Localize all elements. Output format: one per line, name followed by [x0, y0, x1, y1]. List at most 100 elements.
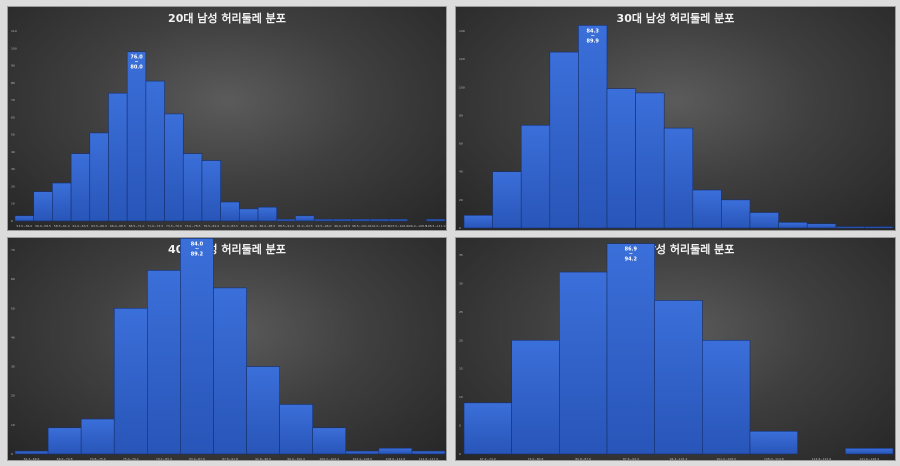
y-tick-label: 20: [11, 184, 15, 188]
y-tick-label: 20: [459, 338, 463, 342]
x-tick-label: 103.5~106.0: [388, 224, 408, 228]
x-tick-label: 98.5~101.0: [352, 224, 370, 228]
histogram: 0 10 20 30 40 50 60 70 62.4~66.6 66.6~70.8 70.8~75…: [11, 238, 446, 461]
x-tick-label: 66.6~70.8: [57, 457, 73, 461]
bar: [511, 339, 560, 455]
y-tick-label: 110: [11, 29, 17, 33]
bar: [778, 222, 808, 229]
bar: [426, 218, 446, 222]
bar: [635, 92, 665, 229]
chart-title: 20대 남성 허리둘레 분포: [168, 12, 286, 25]
x-tick-label: 93.0~98.5: [613, 231, 629, 232]
bar: [520, 124, 551, 229]
x-tick-label: 112.8~117.0: [419, 457, 439, 461]
x-tick-label: 109.5~115.0: [697, 231, 717, 232]
y-tick-label: 25: [459, 310, 463, 314]
chart-title: 30대 남성 허리둘레 분포: [616, 12, 735, 25]
x-tick-label: 83.4~87.6: [189, 457, 205, 461]
x-tick-label: 121.6~128.4: [859, 457, 879, 461]
x-tick-label: 76.0~78.5: [185, 224, 201, 228]
x-tick-label: 101.0~103.5: [370, 224, 390, 228]
peak-label-top: 84.3: [587, 28, 600, 34]
bar: [89, 132, 109, 222]
bar: [276, 218, 296, 222]
bar: [14, 215, 34, 222]
x-tick-label: 91.8~96.0: [255, 457, 271, 461]
bar: [145, 80, 165, 222]
y-tick-label: 80: [459, 113, 463, 117]
chart-panel-50s: 50대 남성 허리둘레 분포 0 5 10 15 20 25 30 35 67.2~74.0 74…: [455, 237, 896, 461]
bar: [692, 189, 722, 229]
bar: [351, 218, 371, 222]
bar: [388, 218, 408, 222]
histogram: 0 10 20 30 40 50 60 70 80 90 100 110 53.5~56.0 56.0~5…: [11, 29, 446, 228]
x-tick-label: 108.6~112.8: [386, 457, 406, 461]
y-tick-label: 0: [11, 219, 13, 223]
peak-label-mid: ~: [134, 60, 138, 66]
y-tick-label: 20: [459, 198, 463, 202]
bar: [279, 404, 313, 455]
x-tick-label: 131.5~137.0: [812, 231, 832, 232]
x-tick-label: 74.0~80.8: [528, 457, 544, 461]
bar: [239, 208, 259, 222]
x-tick-label: 108.5~111.0: [426, 224, 446, 228]
y-tick-label: 50: [11, 306, 15, 310]
bar: [47, 427, 82, 455]
bar: [606, 243, 655, 455]
bar: [806, 223, 837, 229]
x-tick-label: 53.5~56.0: [16, 224, 32, 228]
bar: [213, 287, 247, 455]
y-tick-label: 40: [459, 170, 463, 174]
x-tick-label: 79.2~83.4: [156, 457, 172, 461]
bar: [345, 450, 380, 455]
x-tick-label: 88.5~91.0: [278, 224, 294, 228]
chart-panel-30s: 30대 남성 허리둘레 분포 0 20 40 60 80 100 120 140 65.5~71…: [455, 6, 896, 232]
peak-label-bottom: 94.2: [625, 257, 638, 263]
bar: [80, 418, 115, 455]
bar: [201, 160, 221, 222]
bar: [70, 153, 91, 222]
peak-label-top: 76.0: [130, 55, 143, 61]
bar: [33, 191, 53, 222]
y-tick-label: 60: [459, 142, 463, 146]
bar: [220, 201, 240, 222]
x-tick-label: 86.0~88.5: [259, 224, 275, 228]
peak-label-mid: ~: [629, 252, 633, 258]
peak-label-top: 86.9: [625, 247, 638, 253]
x-tick-label: 114.8~121.6: [812, 457, 832, 461]
x-tick-label: 71.0~76.5: [499, 231, 515, 232]
bar: [411, 450, 446, 455]
x-tick-label: 106.0~108.5: [407, 224, 427, 228]
x-tick-label: 96.0~100.2: [287, 457, 305, 461]
x-tick-label: 96.0~98.5: [334, 224, 350, 228]
x-tick-label: 108.0~114.8: [764, 457, 784, 461]
x-tick-label: 81.0~83.5: [222, 224, 238, 228]
x-tick-label: 115.0~120.5: [726, 231, 746, 232]
x-tick-label: 58.5~61.0: [54, 224, 70, 228]
y-tick-label: 60: [11, 115, 15, 119]
chart-panel-20s: 20대 남성 허리둘레 분포 0 10 20 30 40 50 60 70 80 90 100 110…: [7, 6, 447, 231]
x-tick-label: 65.5~71.0: [470, 231, 486, 232]
y-tick-label: 20: [11, 394, 15, 398]
x-tick-label: 70.8~75.0: [90, 457, 106, 461]
bar: [313, 218, 334, 222]
bar: [835, 226, 865, 229]
bar: [182, 153, 203, 222]
x-tick-label: 83.5~86.0: [241, 224, 257, 228]
bar: [180, 238, 214, 455]
bar: [369, 218, 390, 222]
peak-label-bottom: 89.9: [587, 38, 600, 44]
bar: [606, 88, 636, 229]
bar: [578, 25, 608, 229]
y-tick-label: 0: [459, 452, 461, 456]
x-tick-label: 61.0~63.5: [72, 224, 88, 228]
y-tick-label: 30: [11, 365, 15, 369]
bar: [164, 113, 184, 222]
y-tick-label: 10: [459, 395, 463, 399]
bar: [463, 215, 493, 229]
bar: [147, 270, 181, 455]
x-tick-label: 76.5~82.0: [528, 231, 544, 232]
x-tick-label: 62.4~66.6: [24, 457, 40, 461]
x-tick-label: 137.0~142.5: [840, 231, 860, 232]
y-tick-label: 50: [11, 133, 15, 137]
